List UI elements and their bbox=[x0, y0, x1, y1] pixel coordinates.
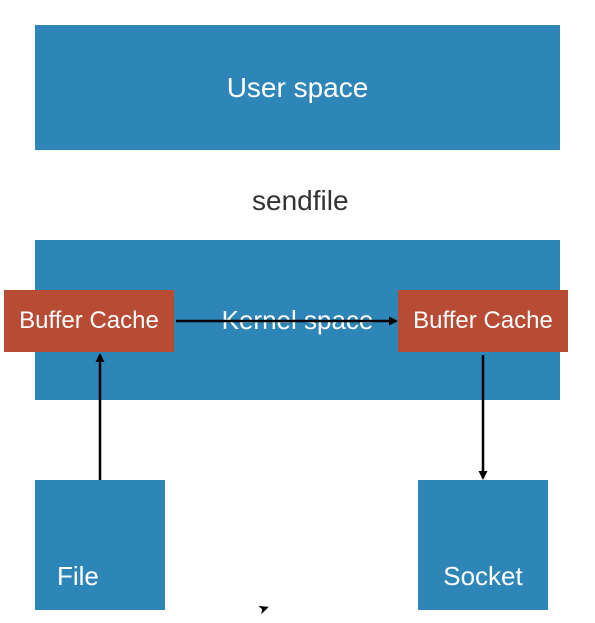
arrows-layer bbox=[0, 0, 595, 623]
